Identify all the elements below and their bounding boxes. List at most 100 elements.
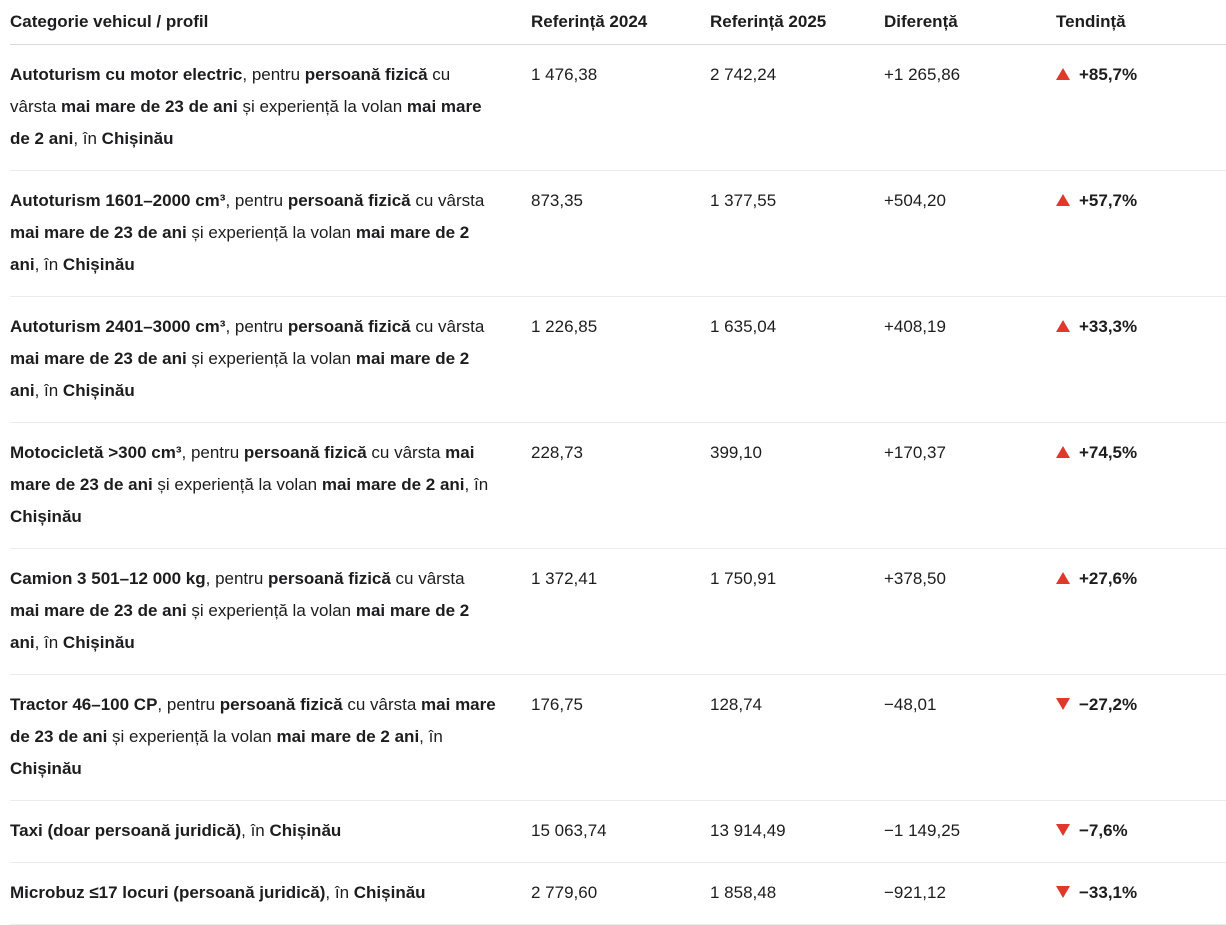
trend-cell: −7,6% bbox=[1056, 815, 1226, 847]
trend-value: +27,6% bbox=[1079, 569, 1138, 588]
category-bold-text: Tractor 46–100 CP bbox=[10, 695, 158, 714]
column-header-difference: Diferență bbox=[884, 12, 958, 31]
category-bold-text: Chișinău bbox=[269, 821, 342, 840]
category-text: , în bbox=[464, 475, 489, 494]
trend-value: −33,1% bbox=[1079, 883, 1138, 902]
ref-2024-cell: 228,73 bbox=[531, 443, 583, 462]
category-bold-text: Motocicletă >300 cm³ bbox=[10, 443, 182, 462]
trend-cell: −27,2% bbox=[1056, 689, 1226, 721]
category-cell: Autoturism 1601–2000 cm³, pentru persoan… bbox=[10, 185, 531, 281]
table-body: Autoturism cu motor electric, pentru per… bbox=[10, 45, 1226, 925]
category-text: cu vârsta bbox=[390, 569, 465, 588]
category-cell: Motocicletă >300 cm³, pentru persoană fi… bbox=[10, 437, 531, 533]
category-text: , pentru bbox=[181, 443, 244, 462]
trend-down-icon bbox=[1056, 698, 1070, 710]
category-bold-text: mai mare de 23 de ani bbox=[10, 695, 496, 746]
difference-cell: +170,37 bbox=[884, 443, 946, 462]
ref-2025-cell: 1 750,91 bbox=[710, 569, 777, 588]
difference-cell: −1 149,25 bbox=[884, 821, 961, 840]
category-bold-text: mai mare de 2 ani bbox=[321, 475, 465, 494]
ref-2025-cell: 13 914,49 bbox=[710, 821, 786, 840]
category-text: , pentru bbox=[225, 191, 288, 210]
category-cell: Tractor 46–100 CP, pentru persoană fizic… bbox=[10, 689, 531, 785]
category-cell: Camion 3 501–12 000 kg, pentru persoană … bbox=[10, 563, 531, 659]
category-text: și experiență la volan bbox=[186, 349, 356, 368]
category-bold-text: mai mare de 23 de ani bbox=[61, 97, 238, 116]
difference-cell: +1 265,86 bbox=[884, 65, 961, 84]
difference-cell: −921,12 bbox=[884, 883, 946, 902]
category-bold-text: persoană fizică bbox=[304, 65, 428, 84]
category-text: , în bbox=[241, 821, 270, 840]
category-bold-text: Chișinău bbox=[62, 633, 135, 652]
category-text: , pentru bbox=[157, 695, 220, 714]
category-text: și experiență la volan bbox=[186, 601, 356, 620]
category-cell: Microbuz ≤17 locuri (persoană juridică),… bbox=[10, 877, 531, 909]
category-text: , în bbox=[419, 727, 443, 746]
table-row: Autoturism 2401–3000 cm³, pentru persoan… bbox=[10, 297, 1226, 423]
category-bold-text: Chișinău bbox=[62, 381, 135, 400]
table-row: Tractor 46–100 CP, pentru persoană fizic… bbox=[10, 675, 1226, 801]
category-text: , pentru bbox=[225, 317, 288, 336]
category-bold-text: mai mare de 2 ani bbox=[10, 601, 470, 652]
trend-value: +57,7% bbox=[1079, 191, 1138, 210]
category-text: , în bbox=[73, 129, 102, 148]
category-bold-text: Chișinău bbox=[353, 883, 426, 902]
category-text: cu vârsta bbox=[410, 317, 485, 336]
category-text: , în bbox=[34, 633, 63, 652]
table-row: Autoturism cu motor electric, pentru per… bbox=[10, 45, 1226, 171]
category-text: , pentru bbox=[205, 569, 268, 588]
category-bold-text: mai mare de 23 de ani bbox=[10, 443, 475, 494]
category-bold-text: Autoturism cu motor electric bbox=[10, 65, 243, 84]
category-bold-text: Chișinău bbox=[10, 507, 82, 526]
category-text: și experiență la volan bbox=[152, 475, 322, 494]
category-bold-text: Autoturism 1601–2000 cm³ bbox=[10, 191, 226, 210]
category-bold-text: mai mare de 23 de ani bbox=[10, 223, 187, 242]
category-bold-text: mai mare de 23 de ani bbox=[10, 349, 187, 368]
category-text: și experiență la volan bbox=[107, 727, 277, 746]
category-bold-text: Taxi (doar persoană juridică) bbox=[10, 821, 242, 840]
category-bold-text: Chișinău bbox=[10, 759, 82, 778]
trend-up-icon bbox=[1056, 446, 1070, 458]
ref-2025-cell: 399,10 bbox=[710, 443, 762, 462]
category-bold-text: mai mare de 2 ani bbox=[10, 97, 482, 148]
category-text: cu vârsta bbox=[366, 443, 446, 462]
column-header-category: Categorie vehicul / profil bbox=[10, 12, 209, 31]
category-bold-text: persoană fizică bbox=[268, 569, 391, 588]
trend-cell: +27,6% bbox=[1056, 563, 1226, 595]
category-cell: Autoturism cu motor electric, pentru per… bbox=[10, 59, 531, 155]
column-header-ref-2025: Referință 2025 bbox=[710, 12, 827, 31]
trend-cell: +74,5% bbox=[1056, 437, 1226, 469]
table-row: Camion 3 501–12 000 kg, pentru persoană … bbox=[10, 549, 1226, 675]
category-text: și experiență la volan bbox=[237, 97, 407, 116]
category-bold-text: persoană fizică bbox=[287, 317, 411, 336]
category-bold-text: Chișinău bbox=[101, 129, 174, 148]
trend-up-icon bbox=[1056, 320, 1070, 332]
ref-2024-cell: 2 779,60 bbox=[531, 883, 598, 902]
ref-2025-cell: 1 377,55 bbox=[710, 191, 777, 210]
category-bold-text: Autoturism 2401–3000 cm³ bbox=[10, 317, 226, 336]
category-bold-text: persoană fizică bbox=[219, 695, 343, 714]
category-bold-text: Microbuz ≤17 locuri (persoană juridică) bbox=[10, 883, 326, 902]
category-bold-text: Camion 3 501–12 000 kg bbox=[10, 569, 206, 588]
difference-cell: +504,20 bbox=[884, 191, 946, 210]
category-cell: Taxi (doar persoană juridică), în Chișin… bbox=[10, 815, 531, 847]
category-text: cu vârsta bbox=[10, 65, 451, 116]
category-bold-text: mai mare de 2 ani bbox=[276, 727, 420, 746]
trend-cell: −33,1% bbox=[1056, 877, 1226, 909]
trend-cell: +57,7% bbox=[1056, 185, 1226, 217]
category-bold-text: persoană fizică bbox=[243, 443, 367, 462]
category-bold-text: mai mare de 2 ani bbox=[10, 349, 470, 400]
trend-cell: +33,3% bbox=[1056, 311, 1226, 343]
category-text: cu vârsta bbox=[410, 191, 485, 210]
ref-2025-cell: 2 742,24 bbox=[710, 65, 777, 84]
category-text: , în bbox=[34, 255, 63, 274]
table-row: Taxi (doar persoană juridică), în Chișin… bbox=[10, 801, 1226, 863]
category-text: , pentru bbox=[242, 65, 305, 84]
table-row: Motocicletă >300 cm³, pentru persoană fi… bbox=[10, 423, 1226, 549]
ref-2025-cell: 1 635,04 bbox=[710, 317, 777, 336]
category-text: și experiență la volan bbox=[186, 223, 356, 242]
ref-2025-cell: 1 858,48 bbox=[710, 883, 777, 902]
ref-2024-cell: 873,35 bbox=[531, 191, 583, 210]
trend-value: +74,5% bbox=[1079, 443, 1138, 462]
